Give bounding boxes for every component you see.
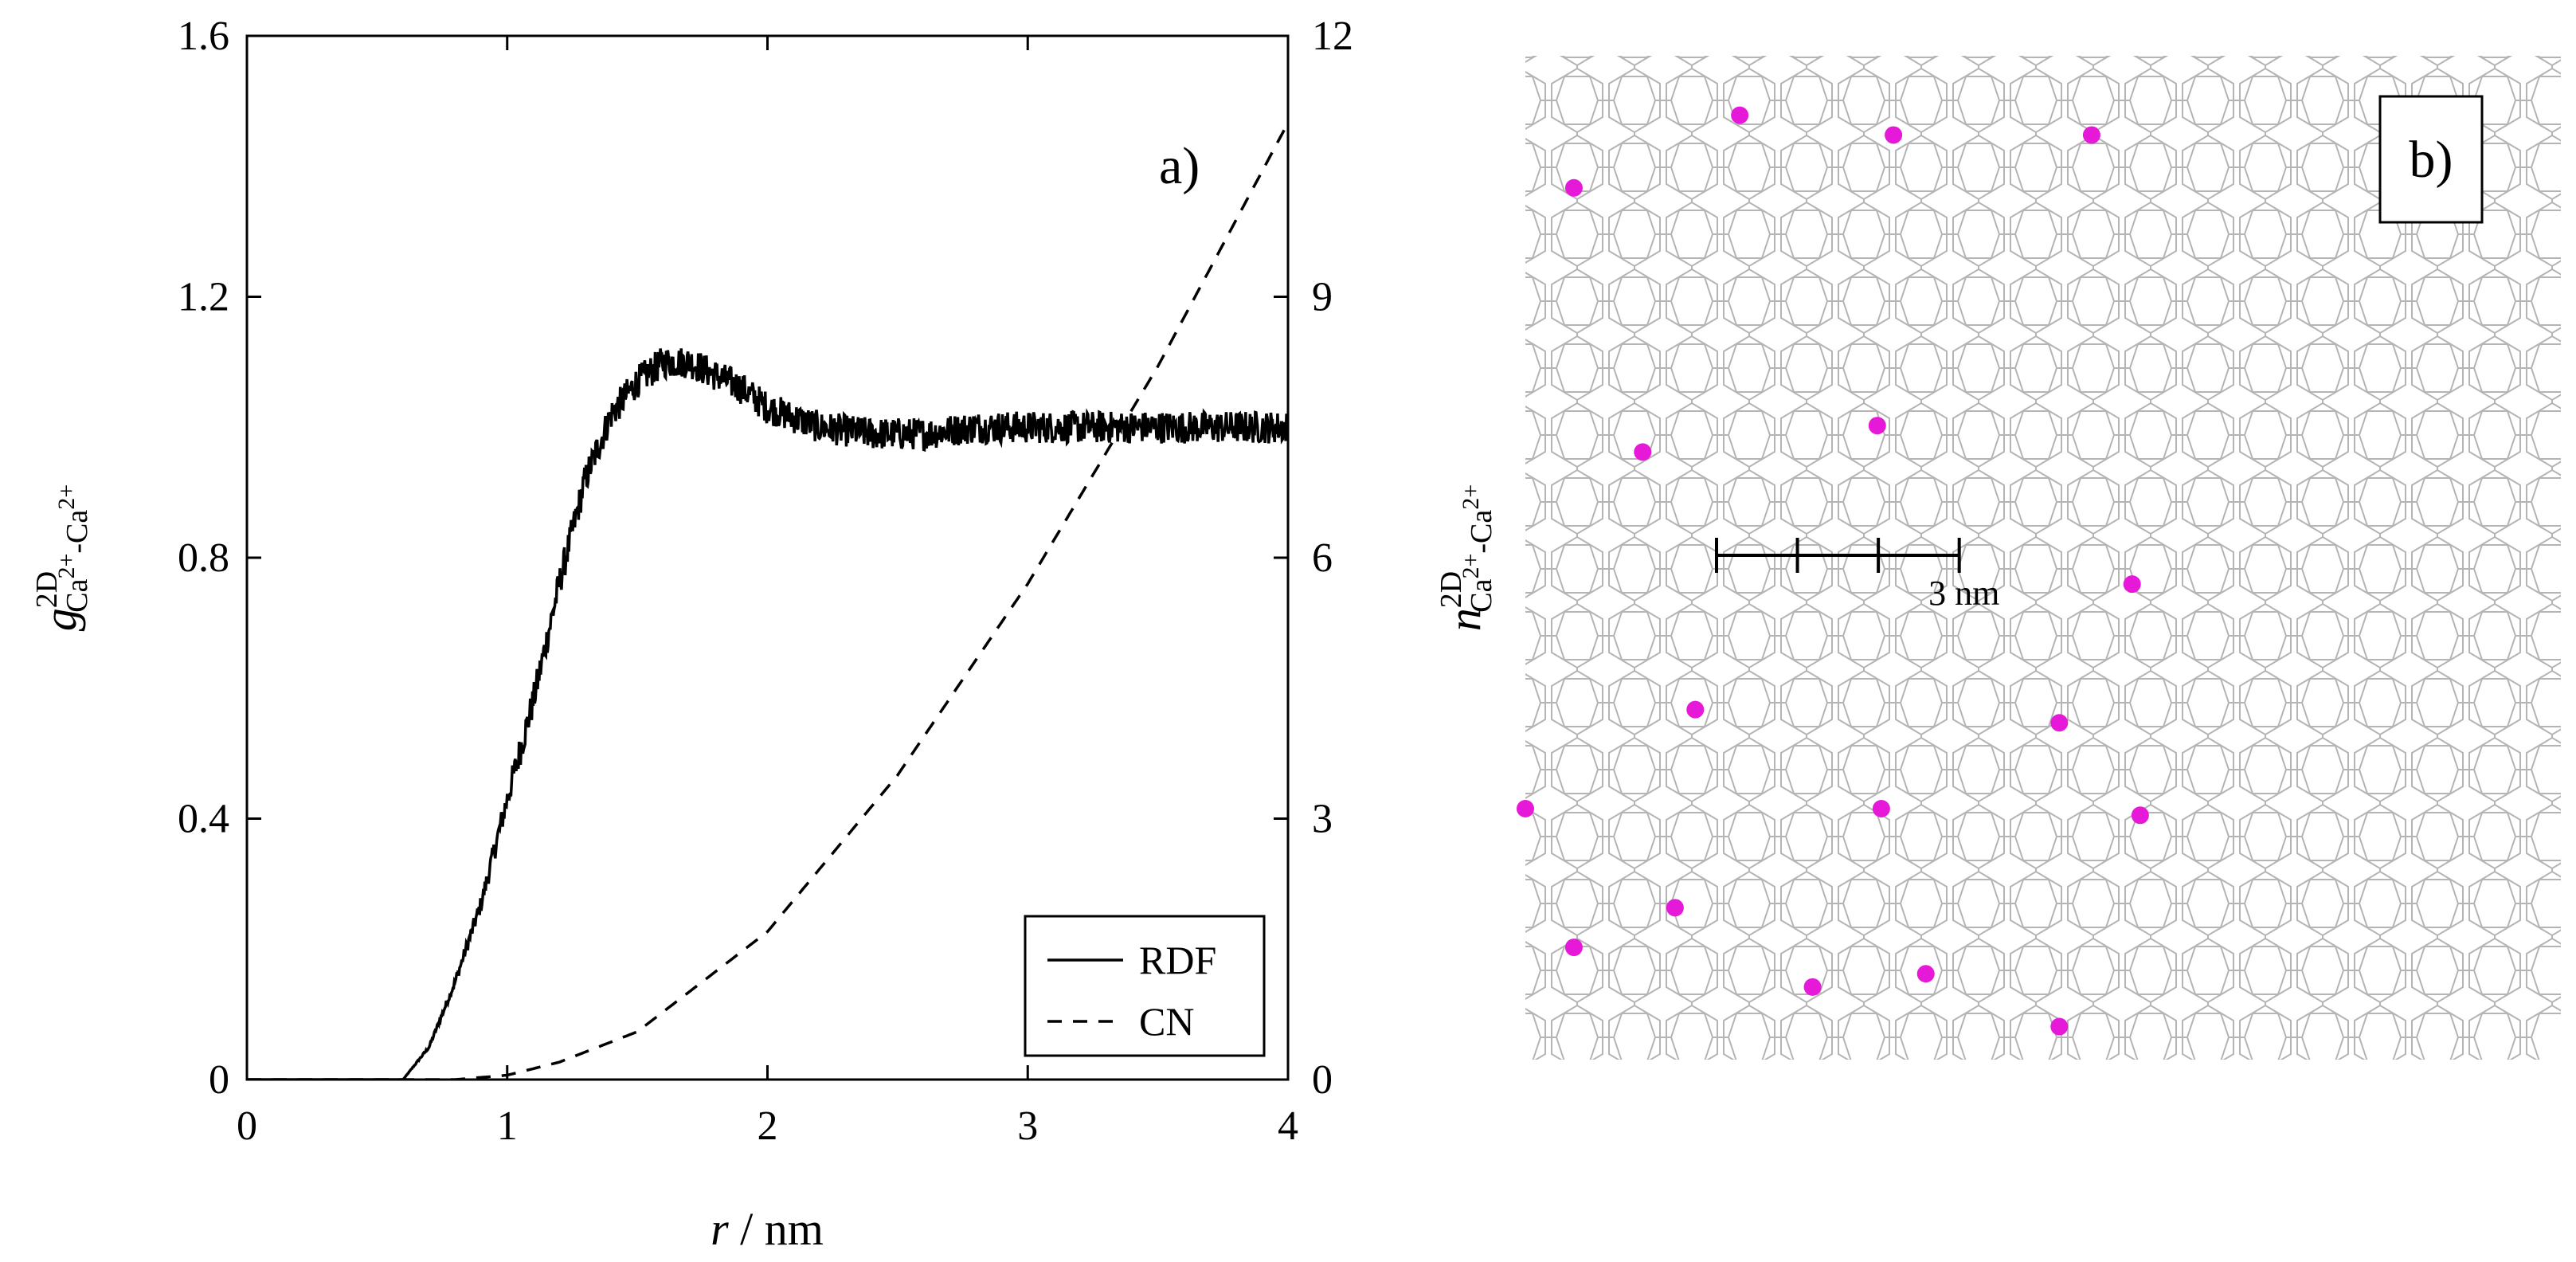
x-tick-label: 4	[1278, 1103, 1298, 1149]
calcium-ion	[2131, 806, 2149, 825]
y-left-tick-label: 1.6	[178, 14, 229, 59]
calcium-ion	[1666, 899, 1684, 917]
calcium-ion	[1517, 800, 1534, 817]
calcium-ion	[2050, 714, 2069, 732]
legend: RDF CN	[1024, 915, 1266, 1057]
legend-cn-label: CN	[1139, 999, 1194, 1044]
legend-box	[1024, 915, 1266, 1057]
scale-bar: 3 nm	[1715, 538, 1999, 613]
calcium-ion-points	[1517, 106, 2149, 1036]
y-axis-left-label: g2DCa2+-Ca2+	[30, 484, 94, 631]
y-right-tick-label: 0	[1312, 1057, 1333, 1103]
calcium-ion	[1564, 939, 1583, 957]
calcium-ion	[1686, 700, 1705, 719]
calcium-ion	[1868, 417, 1886, 435]
calcium-ion	[1885, 126, 1903, 144]
y-right-tick-label: 12	[1312, 14, 1353, 59]
calcium-ion	[1634, 443, 1652, 461]
calcium-ion	[2082, 126, 2100, 144]
calcium-ion	[1872, 800, 1890, 817]
y-axis-right-label: n2DCa2+-Ca2+	[1435, 484, 1498, 631]
calcium-ion	[1803, 978, 1822, 996]
scale-bar-ticks	[1715, 538, 1961, 573]
calcium-ion	[1731, 106, 1749, 124]
x-tick-label: 3	[1017, 1103, 1038, 1149]
y-left-tick-label: 0	[209, 1057, 229, 1103]
x-axis-label: r / nm	[711, 1203, 824, 1255]
x-tick-label: 0	[237, 1103, 257, 1149]
y-left-tick-label: 0.8	[178, 535, 229, 581]
panel-b-ion-snapshot: 3 nm b)	[1517, 56, 2561, 1060]
y-left-tick-label: 1.2	[178, 275, 229, 320]
legend-rdf-label: RDF	[1139, 938, 1216, 982]
calcium-ion	[1564, 178, 1583, 197]
y-right-tick-label: 6	[1312, 535, 1333, 581]
panel-a-label: a)	[1159, 137, 1200, 195]
x-tick-label: 2	[758, 1103, 778, 1149]
panel-b-label-box	[2378, 95, 2484, 224]
x-tick-label: 1	[497, 1103, 518, 1149]
scale-bar-label: 3 nm	[1928, 574, 1999, 613]
y-right-tick-label: 3	[1312, 797, 1333, 842]
cn-series-line	[247, 122, 1288, 1080]
calcium-ion	[1916, 965, 1935, 983]
panel-b-label: b)	[2410, 131, 2453, 189]
axis-ticks	[245, 34, 1290, 1081]
calcium-ion	[2123, 575, 2141, 594]
calcium-ion	[2050, 1017, 2069, 1036]
y-left-tick-label: 0.4	[178, 797, 229, 842]
y-right-tick-label: 9	[1312, 275, 1333, 320]
rdf-series-line	[247, 348, 1288, 1080]
